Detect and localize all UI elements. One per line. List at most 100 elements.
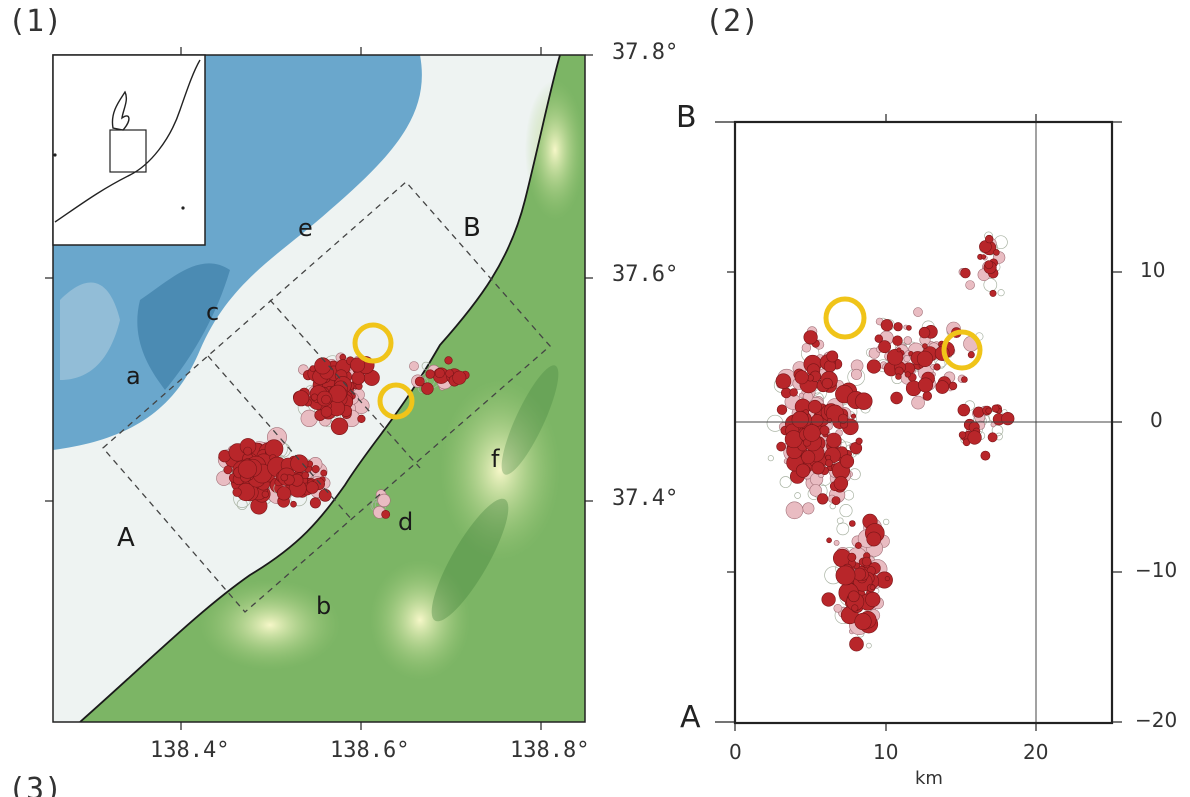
earthquake-dot xyxy=(911,395,925,410)
earthquake-dot xyxy=(839,504,853,518)
x-axis-label: km xyxy=(915,768,943,789)
earthquake-dot xyxy=(836,517,844,525)
earthquake-dot xyxy=(913,307,923,317)
earthquake-dot xyxy=(280,473,289,482)
panel-1-label: (1) xyxy=(8,4,63,39)
earthquake-dot xyxy=(866,531,882,547)
earthquake-dot xyxy=(833,476,849,491)
earthquake-dot xyxy=(794,492,801,499)
earthquake-dot xyxy=(903,336,912,345)
profile-end-B: B xyxy=(463,213,481,243)
earthquake-dot xyxy=(884,576,890,582)
earthquake-dot xyxy=(434,368,445,379)
earthquake-dot xyxy=(339,353,347,361)
hill-highlight xyxy=(525,80,585,220)
earthquake-dot xyxy=(850,413,857,419)
earthquake-dot xyxy=(795,463,811,478)
earthquake-dot xyxy=(833,540,840,546)
hill-highlight xyxy=(200,580,340,670)
earthquake-dot xyxy=(922,343,928,349)
inset-map xyxy=(52,54,206,246)
earthquake-dot xyxy=(866,359,882,374)
highlight-circle xyxy=(941,329,983,371)
earthquake-dot xyxy=(803,330,818,345)
y-tick-label: 0 xyxy=(1150,408,1163,432)
map-earthquakes xyxy=(216,352,470,519)
earthquake-dot xyxy=(874,334,883,343)
earthquake-dot xyxy=(261,490,269,498)
earthquake-dot xyxy=(854,612,872,631)
cross-section-panel xyxy=(715,114,1122,731)
earthquake-dot xyxy=(826,432,842,449)
earthquake-dot xyxy=(989,289,997,297)
earthquake-dot xyxy=(767,455,774,462)
earthquake-dot xyxy=(811,461,825,475)
earthquake-dot xyxy=(309,497,321,509)
cross-section-divider xyxy=(269,299,421,469)
earthquake-dot xyxy=(809,484,822,497)
earthquake-dot xyxy=(838,413,849,424)
earthquake-dot xyxy=(826,350,839,363)
earthquake-dot xyxy=(318,488,332,502)
y-tick-label: −10 xyxy=(1135,558,1178,582)
section-earthquakes xyxy=(766,231,1015,652)
earthquake-dot xyxy=(808,399,822,414)
earthquake-dot xyxy=(831,496,841,505)
earthquake-dot xyxy=(776,404,788,415)
earthquake-dot xyxy=(835,565,856,586)
earthquake-dot xyxy=(421,382,434,395)
earthquake-dot xyxy=(833,603,843,613)
region-label-b: b xyxy=(316,592,331,620)
panel-3-label: (3) xyxy=(8,772,63,797)
earthquake-dot xyxy=(935,380,950,394)
ridge-shadow xyxy=(501,365,559,475)
earthquake-dot xyxy=(993,249,1000,256)
map-panel: a b c d e f A B xyxy=(45,47,593,730)
earthquake-dot xyxy=(906,325,912,331)
earthquake-dot xyxy=(904,371,911,378)
y-tick-label: 10 xyxy=(1140,258,1166,282)
map-frame xyxy=(52,54,586,723)
land-area xyxy=(80,55,585,722)
earthquake-dot xyxy=(276,486,292,501)
earthquake-dot xyxy=(855,542,862,549)
region-label-c: c xyxy=(206,298,219,326)
earthquake-dot xyxy=(794,370,809,385)
earthquake-dot xyxy=(980,254,987,260)
earthquake-dot xyxy=(991,404,1000,413)
earthquake-dot xyxy=(801,343,812,353)
earthquake-dot xyxy=(880,319,894,332)
earthquake-dot xyxy=(785,501,804,520)
lon-tick-label: 138.6° xyxy=(330,738,410,763)
earthquake-dot xyxy=(883,518,890,526)
earthquake-dot xyxy=(948,381,958,391)
earthquake-dot xyxy=(789,388,798,397)
earthquake-dot xyxy=(802,502,815,515)
region-label-f: f xyxy=(491,445,500,473)
earthquake-dot xyxy=(821,377,833,389)
lon-tick-label: 138.4° xyxy=(150,738,230,763)
earthquake-dot xyxy=(351,371,366,385)
earthquake-dot xyxy=(414,376,425,387)
earthquake-dot xyxy=(958,431,967,439)
earthquake-dot xyxy=(320,406,333,418)
region-label-e: e xyxy=(298,214,313,242)
earthquake-dot xyxy=(840,454,855,469)
inset-island xyxy=(111,90,130,131)
region-label-a: a xyxy=(126,362,141,390)
earthquake-dot xyxy=(293,390,310,407)
earthquake-dot xyxy=(290,454,309,473)
map-ticks xyxy=(45,47,593,730)
earthquake-dot xyxy=(980,450,991,461)
earthquake-dot xyxy=(849,636,864,652)
earthquake-dot xyxy=(330,417,349,435)
earthquake-dot xyxy=(896,347,902,353)
ridge-shadow xyxy=(431,498,509,622)
earthquake-dot xyxy=(851,604,859,612)
section-end-A: A xyxy=(680,700,701,735)
earthquake-dot xyxy=(967,351,975,359)
earthquake-dot xyxy=(987,432,998,443)
inset-study-area xyxy=(109,129,147,173)
earthquake-dot xyxy=(377,493,391,508)
earthquake-dot xyxy=(957,403,970,417)
